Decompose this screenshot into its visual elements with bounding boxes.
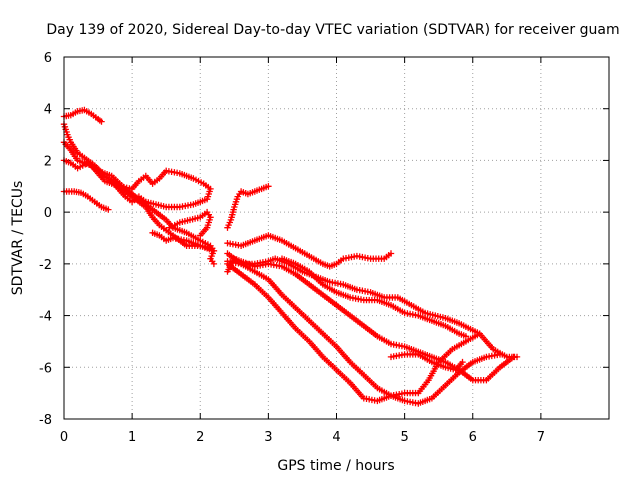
series-early-7 [166,208,214,239]
y-tick-label: -2 [39,258,52,273]
series-markers [224,232,395,270]
series-markers [224,255,521,361]
series-late-3 [224,255,521,361]
x-tick-label: 3 [264,430,272,445]
series-early-1 [60,106,105,125]
y-tick-label: 2 [44,154,52,169]
series-markers [149,229,218,255]
ticks: 0 1 2 3 4 5 6 7 -8 -6 -4 -2 0 2 4 6 [39,51,609,445]
y-tick-label: 0 [44,206,52,221]
series-markers [387,351,466,374]
series-late-2 [224,232,395,270]
y-axis-label: SDTVAR / TECUs [10,181,26,296]
series-late-8 [387,351,466,374]
series-late-4 [224,255,517,384]
series-late-7 [278,255,470,340]
y-tick-label: -6 [39,361,52,376]
series-late-1 [224,183,272,231]
x-tick-label: 4 [332,430,340,445]
series-late-5 [224,250,504,407]
series-markers [224,183,272,231]
x-tick-label: 5 [400,430,408,445]
x-axis-label: GPS time / hours [277,458,394,474]
plot-frame [63,56,610,420]
x-tick-label: 1 [128,430,136,445]
series-early-6 [149,229,218,255]
series-markers [224,250,504,407]
x-tick-label: 2 [196,430,204,445]
x-tick-label: 6 [469,430,477,445]
series-markers [166,208,214,239]
series-line [226,262,481,402]
grid [64,57,609,419]
y-tick-label: -8 [39,413,52,428]
series-early-5 [60,188,112,213]
y-tick-label: 6 [44,51,52,66]
series-markers [278,255,470,340]
x-tick-label: 7 [537,430,545,445]
series-late-6 [224,260,483,405]
x-tick-label: 0 [60,430,68,445]
series-markers [224,260,483,405]
y-tick-label: 4 [44,103,52,118]
series-markers [60,188,112,213]
series-layer [60,106,521,407]
y-tick-label: -4 [39,310,52,325]
series-line [226,257,519,359]
series-markers [60,106,105,125]
chart-title: Day 139 of 2020, Sidereal Day-to-day VTE… [46,22,619,38]
